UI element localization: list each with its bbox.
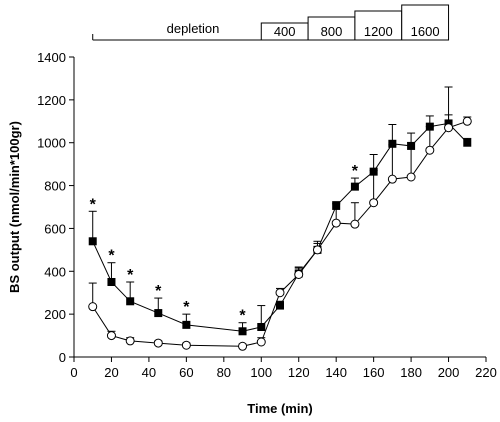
- significance-star: *: [352, 163, 359, 180]
- data-point-square: [107, 278, 116, 286]
- phase-box: [354, 10, 403, 41]
- significance-star: *: [239, 308, 246, 325]
- data-point-circle: [256, 337, 266, 347]
- y-tick-label: 800: [44, 179, 66, 194]
- x-tick-label: 140: [325, 365, 347, 380]
- x-axis-ticks: 0 20 40 60 80 100 120 140 160 180 200 220: [70, 357, 497, 380]
- x-tick-label: 0: [70, 365, 77, 380]
- data-point-circle: [331, 218, 341, 228]
- data-point-circle: [387, 174, 397, 184]
- series-layer: [88, 86, 472, 351]
- x-tick-label: 220: [475, 365, 497, 380]
- data-point-square: [463, 138, 472, 147]
- data-point-circle: [106, 331, 116, 341]
- x-tick-label: 40: [142, 365, 156, 380]
- data-point-square: [154, 309, 163, 318]
- data-point-circle: [369, 198, 379, 208]
- significance-star: *: [90, 196, 97, 213]
- data-point-square: [88, 237, 97, 246]
- y-tick-label: 1400: [37, 50, 66, 65]
- series-open-circles: [88, 114, 472, 351]
- y-tick-label: 1200: [37, 93, 66, 108]
- y-tick-label: 400: [44, 264, 66, 279]
- x-axis-title: Time (min): [247, 401, 313, 416]
- y-tick-label: 200: [44, 307, 66, 322]
- axes: [73, 57, 486, 358]
- data-point-circle: [181, 340, 191, 350]
- significance-star: *: [108, 248, 115, 265]
- data-point-circle: [275, 288, 285, 298]
- phase-label: 400: [274, 24, 296, 39]
- significance-star: *: [127, 267, 134, 284]
- series-filled-squares: [88, 86, 472, 336]
- data-point-square: [350, 182, 359, 191]
- data-point-square: [182, 320, 191, 329]
- data-point-circle: [294, 270, 304, 279]
- data-point-circle: [312, 245, 322, 255]
- significance-star: *: [155, 283, 162, 300]
- phase-label: depletion: [167, 21, 220, 36]
- data-point-circle: [425, 145, 435, 155]
- data-point-circle: [88, 302, 98, 312]
- data-point-square: [126, 297, 135, 306]
- x-tick-label: 80: [217, 365, 231, 380]
- significance-markers: * * * * * * *: [90, 163, 359, 325]
- y-tick-label: 600: [44, 221, 66, 236]
- x-tick-label: 60: [179, 365, 193, 380]
- y-tick-label: 0: [59, 350, 66, 365]
- data-point-circle: [350, 219, 360, 229]
- y-axis-ticks: 0 200 400 600 800 1000 1200 1400: [37, 50, 74, 365]
- y-tick-label: 1000: [37, 136, 66, 151]
- data-point-circle: [444, 123, 454, 133]
- phase-label: 800: [321, 24, 343, 39]
- x-tick-label: 100: [250, 365, 272, 380]
- significance-star: *: [183, 299, 190, 316]
- data-point-square: [238, 327, 247, 336]
- x-tick-label: 160: [363, 365, 385, 380]
- data-point-circle: [238, 341, 248, 351]
- phase-box: [401, 4, 450, 41]
- data-point-square: [276, 301, 284, 310]
- data-point-circle: [125, 336, 135, 346]
- data-point-square: [388, 139, 397, 148]
- series-line: [92, 120, 468, 347]
- phase-label: 1600: [411, 24, 440, 39]
- data-point-square: [257, 323, 266, 331]
- data-point-circle: [462, 116, 472, 126]
- x-tick-label: 20: [104, 365, 118, 380]
- x-tick-label: 200: [438, 365, 460, 380]
- infusion-phase-bar: depletion 400 800 1200 1600: [92, 4, 450, 41]
- y-axis-title: BS output (nmol/min*100gr): [7, 121, 22, 293]
- phase-label: 1200: [364, 24, 393, 39]
- x-tick-label: 120: [288, 365, 310, 380]
- x-tick-label: 180: [400, 365, 422, 380]
- data-point-circle: [153, 338, 163, 348]
- data-point-circle: [406, 172, 416, 182]
